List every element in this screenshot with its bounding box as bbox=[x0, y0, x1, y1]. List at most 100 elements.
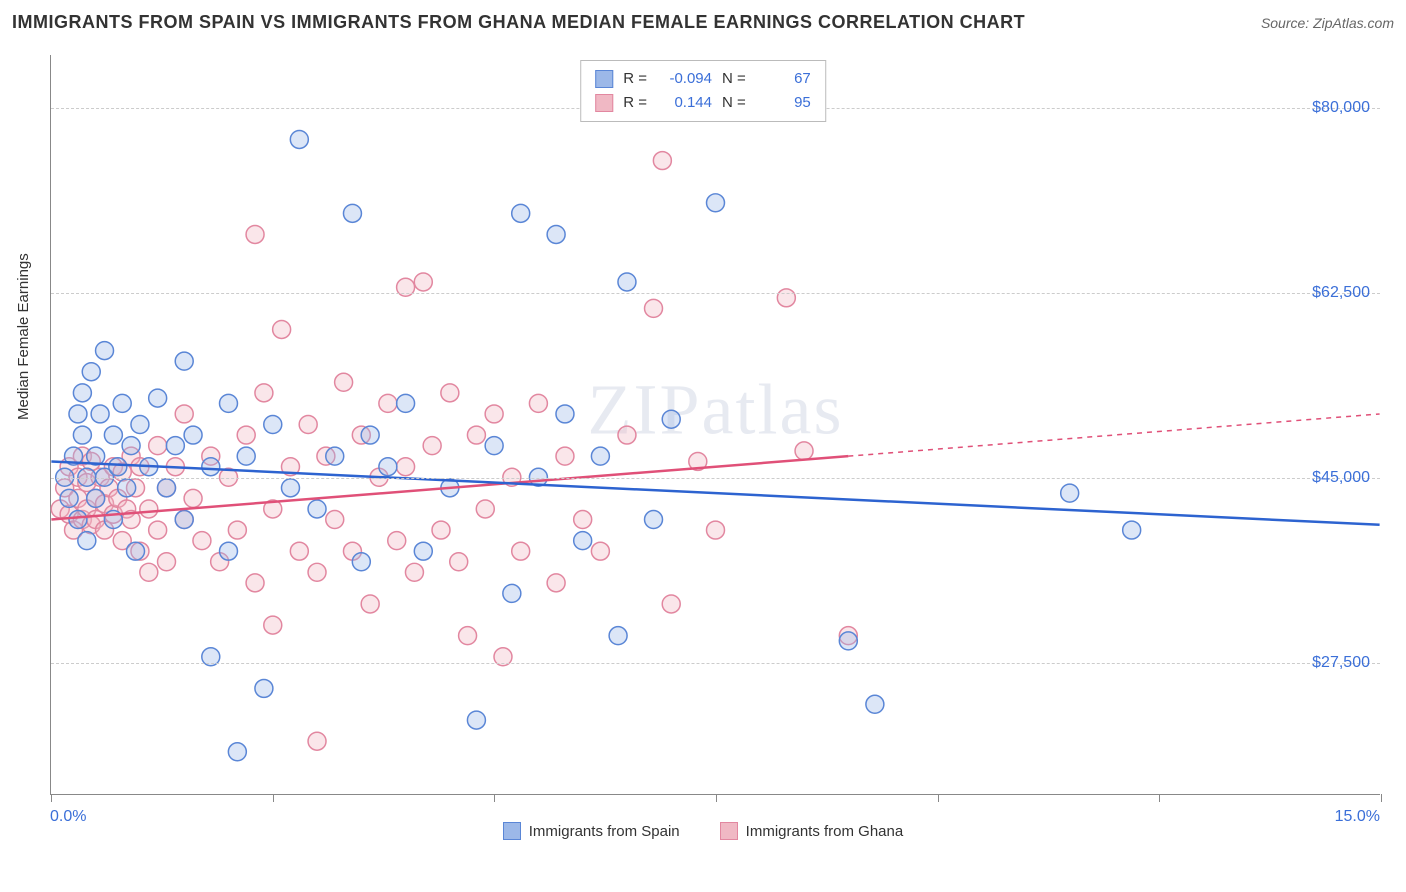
data-point bbox=[290, 542, 308, 560]
data-point bbox=[653, 152, 671, 170]
data-point bbox=[149, 389, 167, 407]
data-point bbox=[485, 405, 503, 423]
data-point bbox=[326, 447, 344, 465]
data-point bbox=[149, 521, 167, 539]
scatter-svg bbox=[51, 55, 1380, 794]
plot-area: ZIPatlas $27,500$45,000$62,500$80,000 bbox=[50, 55, 1380, 795]
data-point bbox=[255, 384, 273, 402]
data-point bbox=[591, 542, 609, 560]
stats-legend: R = -0.094 N = 67 R = 0.144 N = 95 bbox=[580, 60, 826, 122]
y-tick-label: $45,000 bbox=[1312, 469, 1370, 487]
x-min-label: 0.0% bbox=[50, 808, 86, 826]
data-point bbox=[281, 479, 299, 497]
data-point bbox=[264, 416, 282, 434]
data-point bbox=[109, 458, 127, 476]
data-point bbox=[78, 532, 96, 550]
data-point bbox=[361, 426, 379, 444]
data-point bbox=[556, 447, 574, 465]
x-tick bbox=[51, 794, 52, 802]
data-point bbox=[574, 511, 592, 529]
data-point bbox=[69, 511, 87, 529]
data-point bbox=[184, 489, 202, 507]
data-point bbox=[228, 521, 246, 539]
ghana-r-value: 0.144 bbox=[657, 91, 712, 115]
spain-r-value: -0.094 bbox=[657, 67, 712, 91]
data-point bbox=[388, 532, 406, 550]
data-point bbox=[352, 553, 370, 571]
gridline bbox=[51, 663, 1380, 664]
n-label: N = bbox=[722, 67, 746, 91]
data-point bbox=[866, 695, 884, 713]
data-point bbox=[113, 394, 131, 412]
data-point bbox=[96, 342, 114, 360]
ghana-n-value: 95 bbox=[756, 91, 811, 115]
data-point bbox=[237, 426, 255, 444]
data-point bbox=[361, 595, 379, 613]
data-point bbox=[707, 521, 725, 539]
data-point bbox=[91, 405, 109, 423]
data-point bbox=[73, 384, 91, 402]
data-point bbox=[839, 632, 857, 650]
data-point bbox=[220, 542, 238, 560]
data-point bbox=[69, 405, 87, 423]
data-point bbox=[290, 130, 308, 148]
regression-line bbox=[51, 461, 1379, 524]
data-point bbox=[397, 394, 415, 412]
data-point bbox=[193, 532, 211, 550]
data-point bbox=[175, 352, 193, 370]
swatch-ghana-icon bbox=[595, 94, 613, 112]
gridline bbox=[51, 478, 1380, 479]
data-point bbox=[459, 627, 477, 645]
n-label: N = bbox=[722, 91, 746, 115]
data-point bbox=[82, 363, 100, 381]
data-point bbox=[574, 532, 592, 550]
data-point bbox=[228, 743, 246, 761]
data-point bbox=[414, 273, 432, 291]
stats-row-spain: R = -0.094 N = 67 bbox=[595, 67, 811, 91]
swatch-spain-icon bbox=[595, 70, 613, 88]
data-point bbox=[450, 553, 468, 571]
data-point bbox=[662, 410, 680, 428]
data-point bbox=[529, 394, 547, 412]
data-point bbox=[60, 489, 78, 507]
data-point bbox=[512, 204, 530, 222]
x-tick bbox=[716, 794, 717, 802]
data-point bbox=[308, 563, 326, 581]
x-tick bbox=[494, 794, 495, 802]
data-point bbox=[609, 627, 627, 645]
chart-title: IMMIGRANTS FROM SPAIN VS IMMIGRANTS FROM… bbox=[12, 12, 1025, 33]
r-label: R = bbox=[623, 67, 647, 91]
data-point bbox=[246, 225, 264, 243]
data-point bbox=[175, 511, 193, 529]
r-label: R = bbox=[623, 91, 647, 115]
data-point bbox=[273, 320, 291, 338]
data-point bbox=[308, 500, 326, 518]
data-point bbox=[73, 426, 91, 444]
data-point bbox=[441, 384, 459, 402]
data-point bbox=[432, 521, 450, 539]
data-point bbox=[255, 679, 273, 697]
gridline bbox=[51, 293, 1380, 294]
y-axis-title: Median Female Earnings bbox=[15, 253, 32, 420]
data-point bbox=[237, 447, 255, 465]
source-label: Source: ZipAtlas.com bbox=[1261, 15, 1394, 31]
data-point bbox=[547, 225, 565, 243]
data-point bbox=[512, 542, 530, 560]
data-point bbox=[87, 489, 105, 507]
data-point bbox=[175, 405, 193, 423]
data-point bbox=[379, 458, 397, 476]
x-max-label: 15.0% bbox=[1335, 808, 1380, 826]
data-point bbox=[397, 458, 415, 476]
x-tick bbox=[273, 794, 274, 802]
data-point bbox=[591, 447, 609, 465]
data-point bbox=[476, 500, 494, 518]
data-point bbox=[149, 437, 167, 455]
data-point bbox=[158, 553, 176, 571]
x-tick bbox=[1159, 794, 1160, 802]
x-tick bbox=[1381, 794, 1382, 802]
data-point bbox=[379, 394, 397, 412]
data-point bbox=[326, 511, 344, 529]
data-point bbox=[140, 563, 158, 581]
data-point bbox=[299, 416, 317, 434]
data-point bbox=[423, 437, 441, 455]
